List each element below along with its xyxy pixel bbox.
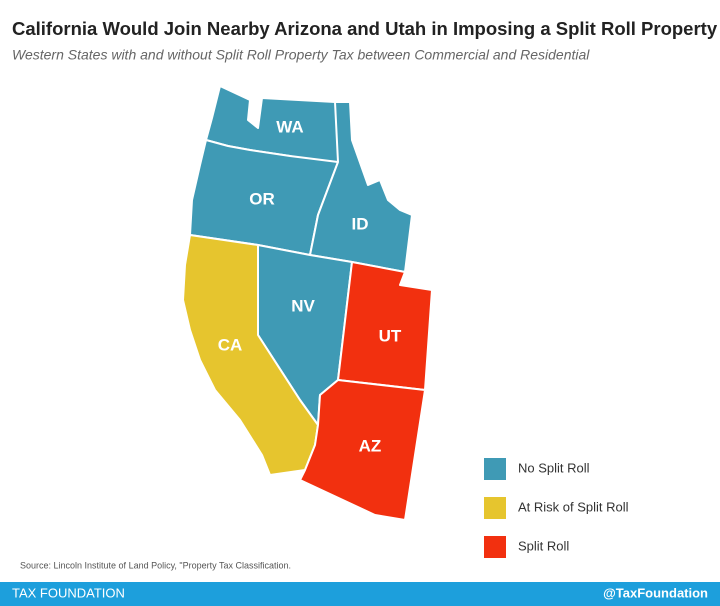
state-label: WA <box>276 117 303 136</box>
state-shape <box>299 379 426 521</box>
footer-left: TAX FOUNDATION <box>12 585 125 600</box>
state-label: OR <box>249 189 275 208</box>
legend: No Split Roll At Risk of Split Roll Split … <box>484 458 629 558</box>
legend-label: No Split Roll <box>518 460 590 475</box>
state-label: NV <box>291 296 315 315</box>
footer-right: @TaxFoundation <box>603 585 708 600</box>
legend-label: Split Roll <box>518 538 569 553</box>
legend-swatch <box>484 497 506 519</box>
legend-swatch <box>484 536 506 558</box>
footer-bar <box>0 582 720 606</box>
state-label: ID <box>352 214 369 233</box>
source: Source: Lincoln Institute of Land Policy… <box>20 560 291 570</box>
state-label: CA <box>218 335 243 354</box>
state-shape <box>309 101 413 273</box>
state-label: UT <box>379 326 402 345</box>
state-shape <box>182 234 319 476</box>
title: California Would Join Nearby Arizona and… <box>12 18 720 39</box>
legend-swatch <box>484 458 506 480</box>
state-label: AZ <box>359 436 382 455</box>
legend-label: At Risk of Split Roll <box>518 499 629 514</box>
subtitle: Western States with and without Split Ro… <box>12 47 590 63</box>
